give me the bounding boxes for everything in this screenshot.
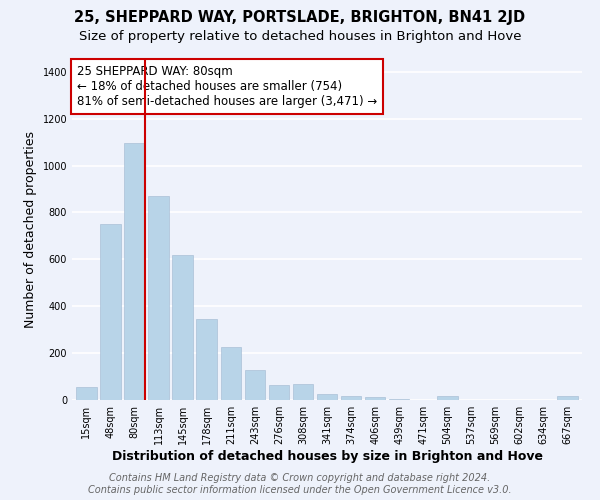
Bar xyxy=(341,396,361,400)
Bar xyxy=(221,347,241,400)
Text: 25 SHEPPARD WAY: 80sqm
← 18% of detached houses are smaller (754)
81% of semi-de: 25 SHEPPARD WAY: 80sqm ← 18% of detached… xyxy=(77,65,377,108)
Y-axis label: Number of detached properties: Number of detached properties xyxy=(24,132,37,328)
Bar xyxy=(196,319,217,400)
Bar xyxy=(389,399,409,400)
Bar xyxy=(124,143,145,400)
Bar xyxy=(269,385,289,400)
Bar xyxy=(100,224,121,400)
Bar xyxy=(293,384,313,400)
Bar xyxy=(317,394,337,400)
Text: Contains HM Land Registry data © Crown copyright and database right 2024.
Contai: Contains HM Land Registry data © Crown c… xyxy=(88,474,512,495)
Bar xyxy=(557,396,578,400)
Bar xyxy=(245,370,265,400)
Bar xyxy=(76,387,97,400)
Bar xyxy=(148,196,169,400)
Bar xyxy=(365,397,385,400)
Bar xyxy=(437,396,458,400)
Bar xyxy=(172,254,193,400)
X-axis label: Distribution of detached houses by size in Brighton and Hove: Distribution of detached houses by size … xyxy=(112,450,542,463)
Text: 25, SHEPPARD WAY, PORTSLADE, BRIGHTON, BN41 2JD: 25, SHEPPARD WAY, PORTSLADE, BRIGHTON, B… xyxy=(74,10,526,25)
Text: Size of property relative to detached houses in Brighton and Hove: Size of property relative to detached ho… xyxy=(79,30,521,43)
